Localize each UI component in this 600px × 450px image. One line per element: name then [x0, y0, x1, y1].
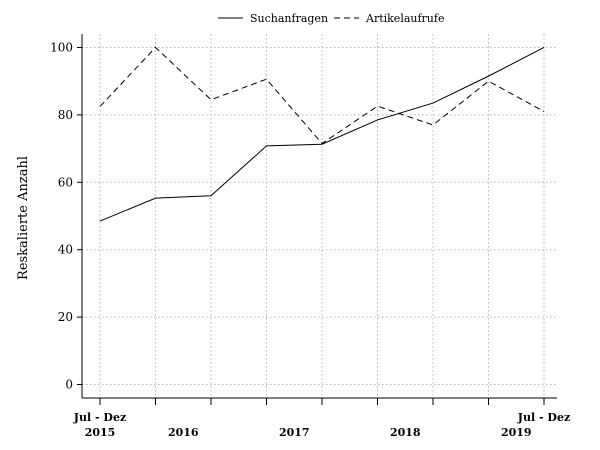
series-line-suchanfragen: [99, 47, 545, 222]
grid-lines: [82, 34, 557, 398]
series-lines: [99, 46, 545, 222]
y-tick-label: 100: [50, 40, 73, 54]
axes: [81, 34, 557, 399]
legend-label: Artikelaufrufe: [365, 12, 444, 25]
y-tick-label: 60: [58, 175, 73, 189]
x-tick-label: 2017: [279, 426, 310, 439]
x-tick-label: 2016: [168, 426, 199, 439]
y-tick-label: 0: [65, 378, 73, 392]
x-tick-label: 2019: [501, 426, 532, 439]
y-tick-label: 40: [58, 243, 73, 257]
y-tick-label: 80: [58, 108, 73, 122]
y-tick-label: 20: [58, 310, 73, 324]
y-axis-label: Reskalierte Anzahl: [16, 156, 31, 280]
y-axis-ticks: 0 20 40 60 80 100: [50, 40, 82, 392]
legend-label: Suchanfragen: [250, 12, 328, 25]
x-tick-label: Jul - Dez: [73, 411, 126, 424]
x-axis-ticks: Jul - Dez 2015 2016 2017 2018 2019 Jul - Dez: [73, 398, 570, 439]
x-tick-label: Jul - Dez: [517, 411, 570, 424]
x-tick-label: 2018: [390, 426, 421, 439]
series-line-artikelaufrufe: [99, 46, 545, 145]
legend: Suchanfragen Artikelaufrufe: [218, 12, 444, 25]
x-tick-label: 2015: [85, 426, 116, 439]
